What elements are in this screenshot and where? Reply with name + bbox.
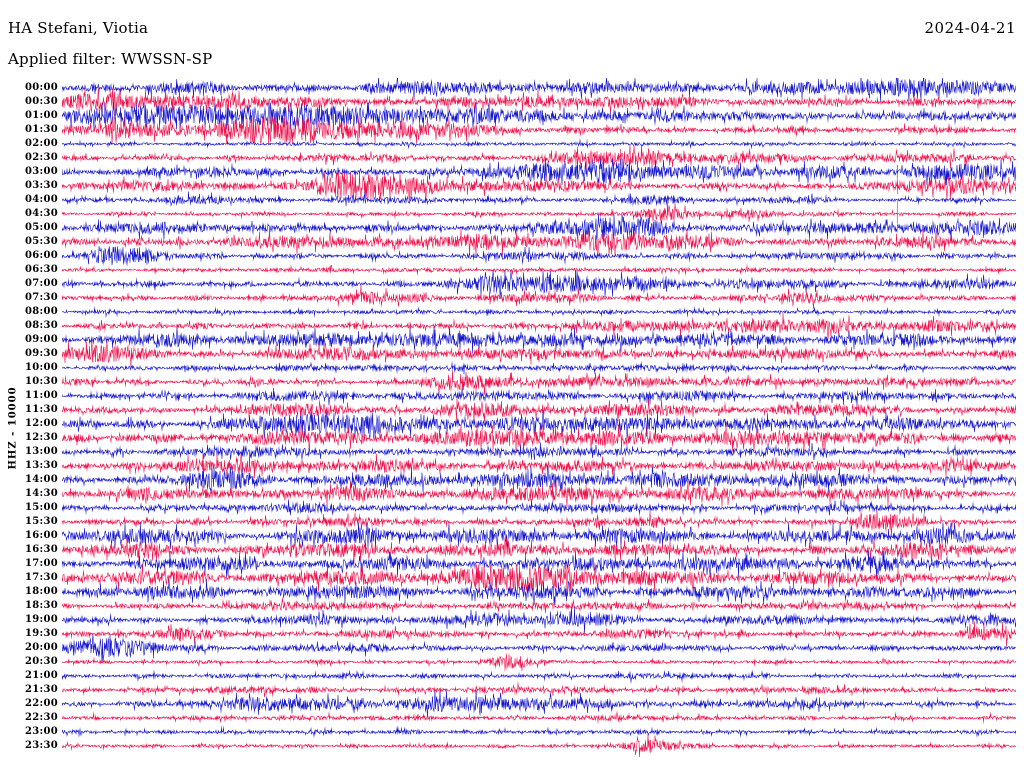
record-date: 2024-04-21 xyxy=(924,19,1016,37)
time-label: 20:00 xyxy=(24,642,58,653)
time-label: 14:00 xyxy=(24,474,58,485)
time-label: 23:30 xyxy=(24,740,58,751)
filter-label: Applied filter: WWSSN-SP xyxy=(8,50,213,68)
time-label: 09:00 xyxy=(24,334,58,345)
time-label: 01:00 xyxy=(24,110,58,121)
time-label: 07:30 xyxy=(24,292,58,303)
time-label: 03:00 xyxy=(24,166,58,177)
time-label: 12:30 xyxy=(24,432,58,443)
time-label: 18:30 xyxy=(24,600,58,611)
time-label: 05:00 xyxy=(24,222,58,233)
time-label: 15:30 xyxy=(24,516,58,527)
time-label: 18:00 xyxy=(24,586,58,597)
time-label: 16:00 xyxy=(24,530,58,541)
time-label: 04:30 xyxy=(24,208,58,219)
station-title: HA Stefani, Viotia xyxy=(8,19,149,37)
time-label: 13:00 xyxy=(24,446,58,457)
time-label: 01:30 xyxy=(24,124,58,135)
time-label: 11:30 xyxy=(24,404,58,415)
time-label: 00:00 xyxy=(24,82,58,93)
time-label: 13:30 xyxy=(24,460,58,471)
time-label: 23:00 xyxy=(24,726,58,737)
time-label: 11:00 xyxy=(24,390,58,401)
time-label: 20:30 xyxy=(24,656,58,667)
time-label: 17:00 xyxy=(24,558,58,569)
time-label: 05:30 xyxy=(24,236,58,247)
time-label: 08:00 xyxy=(24,306,58,317)
time-label: 06:00 xyxy=(24,250,58,261)
time-label: 07:00 xyxy=(24,278,58,289)
time-label: 22:00 xyxy=(24,698,58,709)
time-label: 03:30 xyxy=(24,180,58,191)
time-label: 09:30 xyxy=(24,348,58,359)
time-label: 10:30 xyxy=(24,376,58,387)
time-label: 16:30 xyxy=(24,544,58,555)
time-label: 08:30 xyxy=(24,320,58,331)
time-label: 06:30 xyxy=(24,264,58,275)
time-label: 15:00 xyxy=(24,502,58,513)
time-label: 10:00 xyxy=(24,362,58,373)
time-label: 02:00 xyxy=(24,138,58,149)
channel-axis-label: HHZ - 10000 xyxy=(7,386,19,470)
time-label: 02:30 xyxy=(24,152,58,163)
time-label: 19:30 xyxy=(24,628,58,639)
time-label: 14:30 xyxy=(24,488,58,499)
time-label: 17:30 xyxy=(24,572,58,583)
helicorder-canvas xyxy=(62,78,1016,768)
time-label: 22:30 xyxy=(24,712,58,723)
time-label: 21:30 xyxy=(24,684,58,695)
time-label: 12:00 xyxy=(24,418,58,429)
time-label: 04:00 xyxy=(24,194,58,205)
time-label: 00:30 xyxy=(24,96,58,107)
time-label: 21:00 xyxy=(24,670,58,681)
time-label: 19:00 xyxy=(24,614,58,625)
